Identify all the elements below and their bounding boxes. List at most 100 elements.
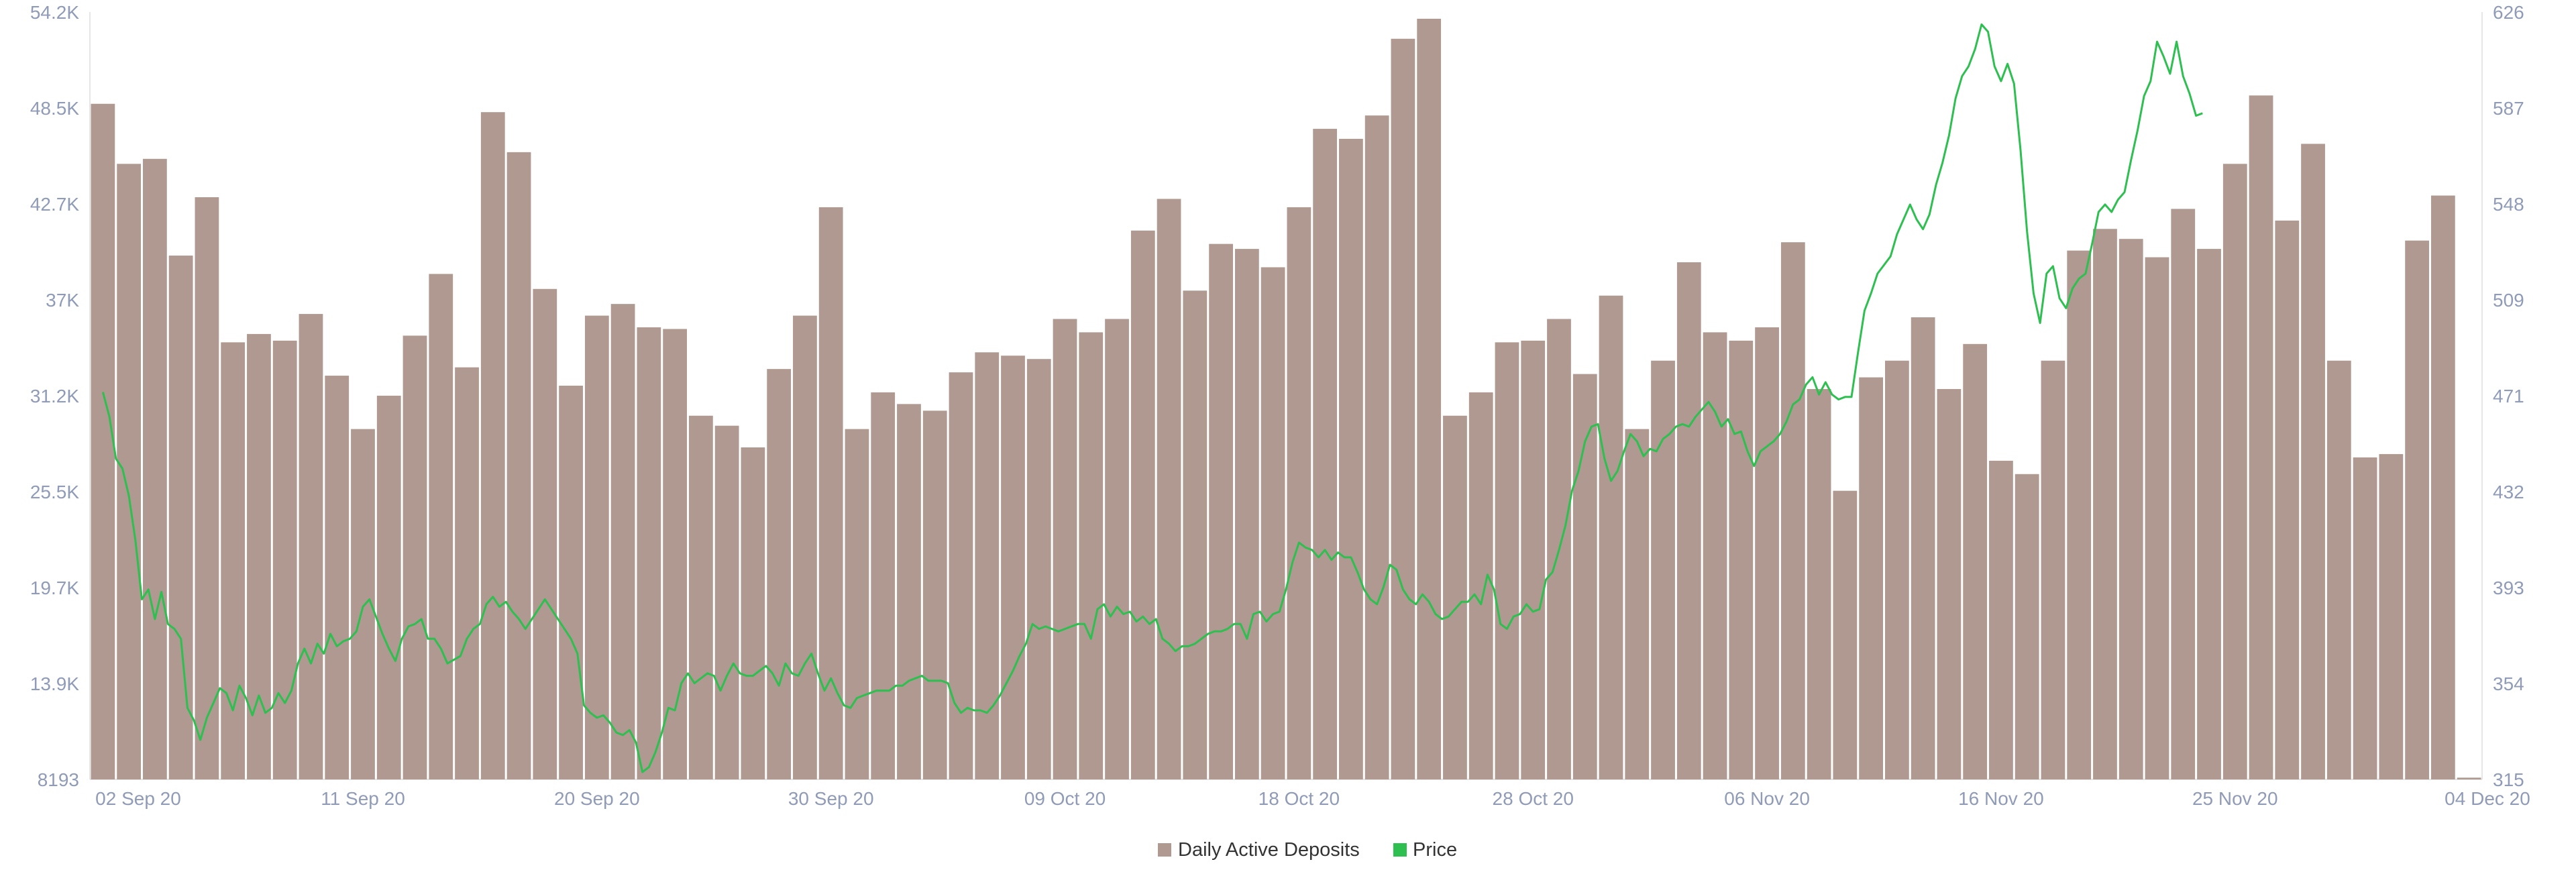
bar[interactable] (1780, 242, 1805, 779)
x-tick-label: 25 Nov 20 (2192, 788, 2278, 809)
bar[interactable] (376, 395, 401, 779)
y-left-tick-label: 13.9K (30, 673, 79, 694)
bar[interactable] (1313, 129, 1338, 779)
bar[interactable] (272, 340, 297, 779)
bar[interactable] (143, 158, 167, 779)
bar[interactable] (637, 327, 661, 780)
bar[interactable] (1989, 460, 2013, 779)
bar[interactable] (1417, 18, 1442, 780)
bar[interactable] (1755, 327, 1779, 780)
bar[interactable] (2249, 95, 2273, 779)
bar[interactable] (1937, 388, 1962, 779)
bar[interactable] (1885, 360, 1909, 779)
bar[interactable] (922, 411, 947, 779)
bar[interactable] (1260, 267, 1285, 779)
legend-label-price: Price (1413, 839, 1457, 861)
bar[interactable] (1079, 332, 1104, 779)
bar[interactable] (1963, 343, 1988, 779)
bar[interactable] (2118, 239, 2143, 779)
bar[interactable] (1859, 377, 1883, 779)
y-right-tick-label: 587 (2493, 98, 2524, 119)
bar[interactable] (1287, 207, 1311, 779)
y-axis-left-labels: 8193 13.9K 19.7K 25.5K 31.2K 37K 42.7K 48.5K 54.… (30, 2, 79, 790)
bar[interactable] (949, 372, 973, 779)
bar[interactable] (1001, 356, 1025, 779)
bar[interactable] (402, 335, 427, 779)
bar[interactable] (2430, 195, 2455, 779)
bar[interactable] (1833, 490, 1858, 779)
bar[interactable] (506, 152, 531, 779)
bar[interactable] (2145, 257, 2169, 779)
bar[interactable] (714, 425, 739, 779)
bar[interactable] (1026, 359, 1051, 779)
bar[interactable] (584, 315, 609, 779)
bar[interactable] (299, 314, 323, 779)
bar[interactable] (2015, 474, 2039, 779)
bar[interactable] (1364, 115, 1389, 780)
bar[interactable] (871, 392, 896, 779)
bar[interactable] (2067, 250, 2092, 780)
bar[interactable] (480, 112, 505, 779)
bar[interactable] (325, 376, 350, 779)
bar[interactable] (689, 415, 713, 779)
bar[interactable] (168, 256, 193, 779)
legend-item-price[interactable]: Price (1393, 839, 1457, 861)
bar[interactable] (2457, 777, 2481, 779)
bar[interactable] (533, 288, 557, 779)
bar[interactable] (1807, 388, 1831, 779)
bar[interactable] (1521, 340, 1546, 779)
bar[interactable] (2197, 249, 2221, 780)
bar[interactable] (2093, 229, 2117, 779)
bar[interactable] (1053, 319, 1077, 779)
bar[interactable] (2275, 220, 2300, 779)
x-tick-label: 16 Nov 20 (1958, 788, 2044, 809)
legend-item-daily-active-deposits[interactable]: Daily Active Deposits (1158, 839, 1360, 861)
bar[interactable] (1729, 340, 1754, 779)
bar[interactable] (429, 274, 453, 779)
bar[interactable] (1468, 392, 1493, 779)
bar[interactable] (1703, 332, 1727, 779)
bar[interactable] (559, 385, 583, 779)
bar[interactable] (1651, 360, 1675, 779)
bar[interactable] (117, 164, 142, 779)
bar[interactable] (1183, 290, 1208, 779)
bar[interactable] (1391, 38, 1415, 779)
bar[interactable] (247, 333, 271, 779)
bar[interactable] (221, 342, 246, 780)
bar[interactable] (2041, 360, 2065, 779)
bar[interactable] (897, 404, 921, 779)
bar[interactable] (1495, 342, 1519, 780)
bar[interactable] (741, 447, 765, 779)
bar[interactable] (195, 197, 219, 779)
bar[interactable] (1234, 249, 1259, 780)
bar[interactable] (818, 207, 843, 779)
bar[interactable] (1911, 317, 1935, 779)
bar[interactable] (1625, 429, 1650, 779)
bar[interactable] (1572, 374, 1597, 779)
bar[interactable] (1105, 319, 1129, 779)
bar[interactable] (663, 329, 687, 779)
bar[interactable] (1130, 230, 1155, 779)
bar[interactable] (793, 315, 817, 779)
bar[interactable] (91, 103, 115, 779)
bar[interactable] (2405, 240, 2429, 779)
bar[interactable] (1339, 138, 1363, 780)
bar[interactable] (2379, 453, 2404, 779)
bar[interactable] (1599, 295, 1623, 780)
bar[interactable] (845, 429, 869, 779)
bar[interactable] (1443, 415, 1467, 779)
bar[interactable] (767, 369, 792, 779)
bar[interactable] (2301, 144, 2325, 779)
bar[interactable] (2326, 360, 2351, 779)
x-tick-label: 02 Sep 20 (95, 788, 181, 809)
bar[interactable] (2353, 457, 2377, 779)
bar[interactable] (1209, 243, 1233, 779)
bar[interactable] (2171, 209, 2196, 779)
bar[interactable] (975, 352, 1000, 779)
bar[interactable] (455, 367, 479, 779)
bar[interactable] (610, 304, 635, 779)
bar[interactable] (1676, 262, 1701, 779)
bar[interactable] (2222, 164, 2247, 779)
y-right-tick-label: 354 (2493, 673, 2524, 694)
bar[interactable] (1157, 199, 1181, 780)
